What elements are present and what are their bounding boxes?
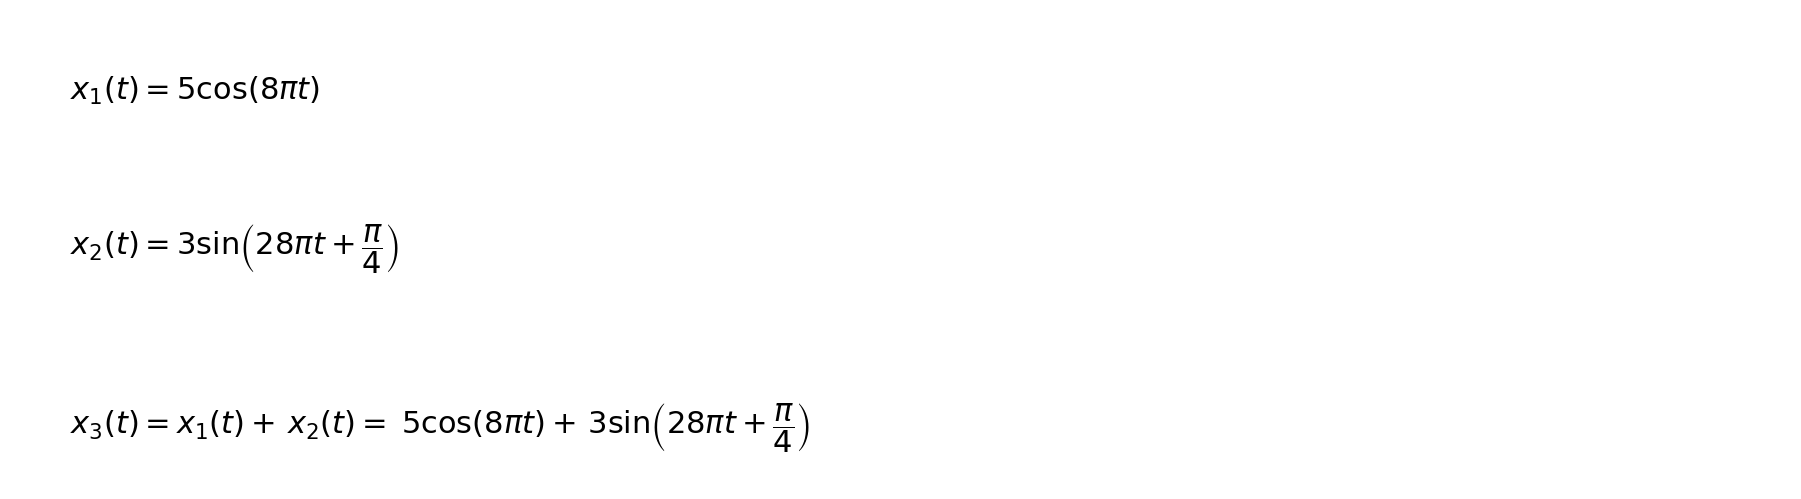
Text: $x_3(t) = x_1(t) +\, x_2(t) =\; 5\cos(8\pi t) +\, 3\sin\!\left(28\pi t + \dfrac{: $x_3(t) = x_1(t) +\, x_2(t) =\; 5\cos(8\… (70, 401, 810, 455)
Text: $x_1(t) = 5\cos(8\pi t)$: $x_1(t) = 5\cos(8\pi t)$ (70, 75, 321, 107)
Text: $x_2(t) = 3\sin\!\left(28\pi t + \dfrac{\pi}{4}\right)$: $x_2(t) = 3\sin\!\left(28\pi t + \dfrac{… (70, 223, 400, 276)
